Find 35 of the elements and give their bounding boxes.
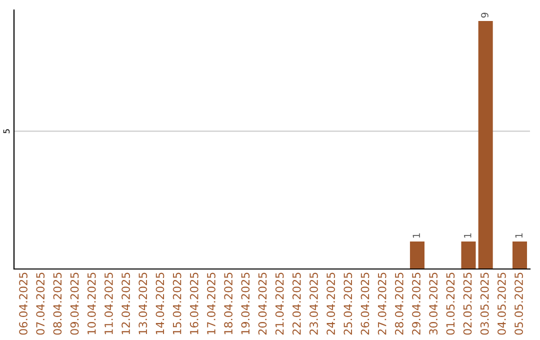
x-tick-label: 16.04.2025	[190, 272, 198, 334]
x-tick-label: 08.04.2025	[53, 272, 62, 335]
x-tick-label: 12.04.2025	[122, 272, 130, 334]
x-tick-label: 13.04.2025	[138, 272, 148, 334]
x-tick-label: 07.04.2025	[36, 272, 45, 335]
data-label: 1	[464, 233, 472, 238]
x-tick-label: 14.04.2025	[156, 272, 164, 334]
x-tick-label: 28.04.2025	[394, 272, 404, 335]
x-tick-label: 11.04.2025	[104, 272, 113, 334]
data-label: 1	[515, 233, 522, 238]
x-tick-label: 29.04.2025	[412, 272, 420, 335]
data-label: 1	[412, 233, 420, 238]
x-tick-label: 02.05.2025	[463, 272, 472, 335]
x-tick-label: 24.04.2025	[326, 272, 336, 335]
x-tick-label: 21.04.2025	[275, 272, 284, 335]
x-tick-label: 20.04.2025	[258, 272, 267, 335]
x-tick-label: 22.04.2025	[292, 272, 301, 335]
x-tick-label: 03.05.2025	[480, 272, 489, 335]
x-tick-label: 19.04.2025	[241, 272, 250, 334]
x-tick-label: 25.04.2025	[344, 272, 352, 335]
x-tick-label: 26.04.2025	[360, 272, 370, 335]
data-label: 9	[481, 12, 488, 18]
x-tick-label: 09.04.2025	[70, 272, 79, 335]
x-tick-label: 18.04.2025	[224, 272, 233, 334]
x-tick-label: 23.04.2025	[310, 272, 318, 335]
x-tick-label: 15.04.2025	[172, 272, 182, 334]
y-tick-label: 5	[3, 129, 10, 134]
x-tick-label: 01.05.2025	[446, 272, 455, 335]
x-tick-label: 06.04.2025	[19, 272, 28, 335]
x-tick-label: 10.04.2025	[87, 272, 96, 334]
x-tick-label: 27.04.2025	[378, 272, 386, 335]
x-tick-label: 30.04.2025	[429, 272, 438, 335]
x-tick-label: 05.05.2025	[514, 272, 523, 335]
x-tick-label: 04.05.2025	[497, 272, 506, 335]
x-tick-label: 17.04.2025	[207, 272, 216, 334]
